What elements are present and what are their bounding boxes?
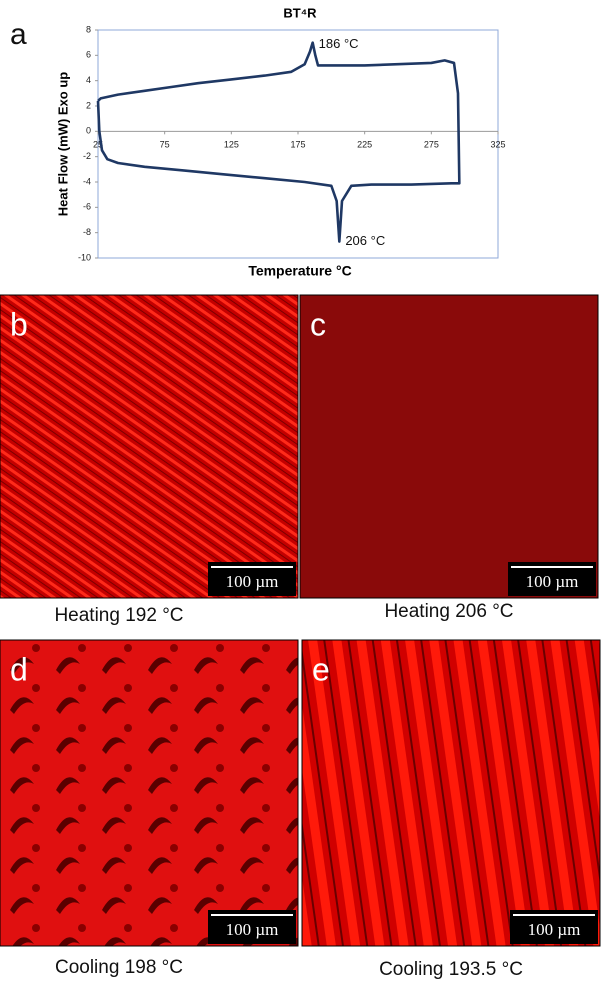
x-tick-label: 175 xyxy=(290,140,305,150)
micrograph xyxy=(299,294,599,599)
annotation: 186 °C xyxy=(319,36,359,51)
caption: Heating 192 °C xyxy=(54,605,183,626)
panel-label: e xyxy=(312,651,330,687)
x-tick-label: 325 xyxy=(490,140,505,150)
x-tick-label: 25 xyxy=(93,140,103,150)
annotation: 206 °C xyxy=(345,233,385,248)
caption: Cooling 198 °C xyxy=(55,957,183,978)
plot-frame xyxy=(97,29,499,259)
x-tick-label: 275 xyxy=(424,140,439,150)
data-line xyxy=(96,41,461,243)
scale-bar-label: 100 µm xyxy=(226,572,279,591)
y-axis-label: Heat Flow (mW) Exo up xyxy=(55,72,70,217)
y-tick-label: -6 xyxy=(83,202,91,212)
panel-label: d xyxy=(10,651,28,687)
y-tick-label: 2 xyxy=(86,100,91,110)
caption: Cooling 193.5 °C xyxy=(379,959,523,980)
x-axis-label: Temperature °C xyxy=(248,263,351,279)
panel-label: c xyxy=(310,306,326,342)
x-tick-label: 225 xyxy=(357,140,372,150)
panel-label: b xyxy=(10,306,28,342)
y-tick-label: -4 xyxy=(83,176,91,186)
scale-bar-label: 100 µm xyxy=(526,572,579,591)
chart-title: BT⁴R xyxy=(283,5,317,20)
y-tick-label: 6 xyxy=(86,50,91,60)
scale-bar-label: 100 µm xyxy=(528,920,581,939)
y-tick-label: 8 xyxy=(86,24,91,34)
y-tick-label: -10 xyxy=(78,252,91,262)
micrograph xyxy=(0,639,299,947)
x-tick-label: 75 xyxy=(160,140,170,150)
scale-bar-label: 100 µm xyxy=(226,920,279,939)
panel-label: a xyxy=(10,18,27,51)
y-tick-label: 4 xyxy=(86,75,91,85)
y-tick-label: -8 xyxy=(83,227,91,237)
micrograph xyxy=(301,639,601,947)
caption: Heating 206 °C xyxy=(384,601,513,622)
chart: 25 75 125 175 225 275 325 -10 -8 -6 -4 -2 0 2 4 6 8 BT⁴R T… xyxy=(55,5,505,278)
x-tick-label: 125 xyxy=(224,140,239,150)
panels: b 100 µm Heating 192 °C c 100 µm Heating 206 … xyxy=(10,306,598,980)
y-tick-label: -2 xyxy=(83,151,91,161)
micrograph xyxy=(0,294,299,599)
y-tick-label: 0 xyxy=(86,126,91,136)
